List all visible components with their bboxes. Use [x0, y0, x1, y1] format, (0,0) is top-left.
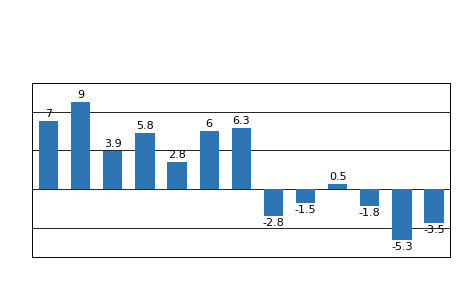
Text: 0.5: 0.5: [328, 172, 346, 182]
Bar: [359, 189, 379, 206]
Bar: [231, 128, 250, 189]
Text: 3.9: 3.9: [104, 139, 121, 149]
Bar: [199, 131, 219, 189]
Text: -1.5: -1.5: [294, 205, 316, 215]
Text: 5.8: 5.8: [136, 121, 153, 131]
Text: 9: 9: [77, 90, 84, 100]
Bar: [39, 121, 58, 189]
Text: -5.3: -5.3: [390, 242, 412, 252]
Text: -3.5: -3.5: [422, 225, 444, 235]
Bar: [424, 189, 443, 223]
Bar: [391, 189, 411, 240]
Bar: [103, 151, 122, 189]
Bar: [295, 189, 314, 204]
Text: -1.8: -1.8: [358, 208, 380, 218]
Text: -2.8: -2.8: [262, 218, 284, 228]
Bar: [135, 133, 154, 189]
Bar: [71, 102, 90, 189]
Bar: [327, 184, 346, 189]
Bar: [167, 162, 186, 189]
Text: 2.8: 2.8: [168, 150, 186, 160]
Text: 6: 6: [205, 119, 212, 129]
Bar: [263, 189, 282, 216]
Text: 6.3: 6.3: [232, 116, 250, 126]
Text: 7: 7: [45, 109, 52, 119]
